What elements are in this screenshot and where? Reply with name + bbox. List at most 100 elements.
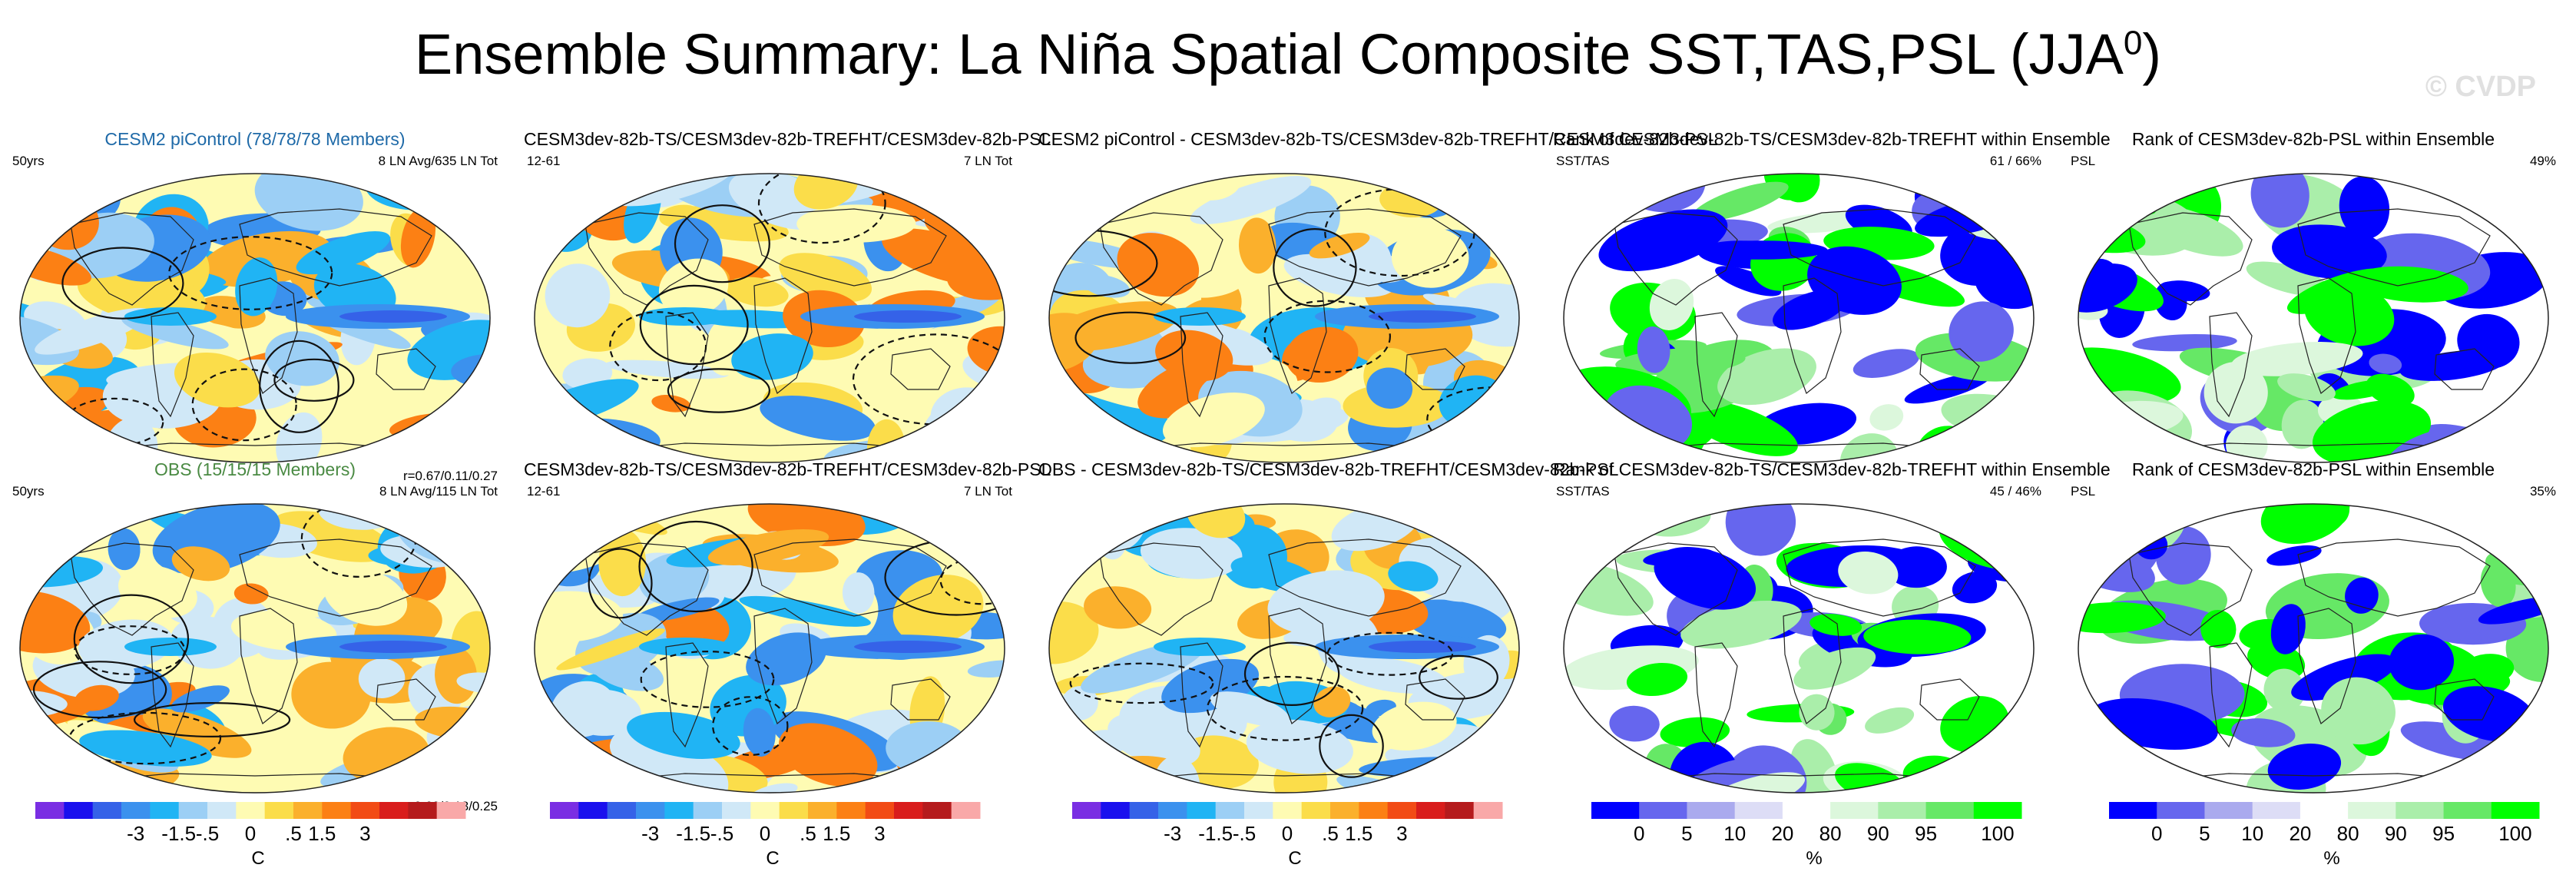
colorbar-swatch [1639,802,1687,819]
colorbar-tick-label: 95 [2432,822,2455,845]
colorbar-tick-label: .5 [1322,822,1339,845]
colorbar-swatch [578,802,608,819]
colorbar-swatch [2204,802,2253,819]
map-panel-3: CESM2 piControl - CESM3dev-82b-TS/CESM3d… [1038,128,1718,489]
colorbar-swatch [121,802,151,819]
colorbar-tick-label: 80 [1819,822,1842,845]
colorbar-swatch [1187,802,1217,819]
map-panel-1: CESM2 piControl (78/78/78 Members) 50yrs 8… [9,128,501,489]
map-5 [2078,173,2549,463]
colorbar-1: -3 -1.5 -.5 0 .5 1.5 3 C [35,802,481,886]
colorbar-tick-label: 3 [1396,822,1407,845]
map-7 [534,503,1005,794]
colorbar-swatch [1244,802,1273,819]
colorbar-tick-label: -1.5 [1198,822,1233,845]
colorbar-3: -3 -1.5 -.5 0 .5 1.5 3 C [1072,802,1518,886]
panel-left-label: PSL [2071,484,2096,499]
panel-title: CESM2 piControl - CESM3dev-82b-TS/CESM3d… [1038,129,1718,149]
colorbar-tick-label: 10 [1723,822,1746,845]
panel-right-label: 7 LN Tot [963,154,1012,168]
colorbar-swatch [2109,802,2157,819]
colorbar-tick-label: 80 [2337,822,2359,845]
colorbar-tick-label: 95 [1915,822,1937,845]
panel-title: CESM3dev-82b-TS/CESM3dev-82b-TREFHT/CESM… [524,459,1051,479]
colorbar-swatch [1387,802,1417,819]
colorbar-tick-label: .5 [285,822,302,845]
panel-title: CESM2 piControl (78/78/78 Members) [104,129,406,149]
colorbar-tick-label: -1.5 [676,822,710,845]
panel-left-label: 12-61 [527,484,561,499]
colorbar-swatch [2443,802,2492,819]
colorbar-tick-label: 3 [359,822,370,845]
colorbar-tick-label: 5 [1681,822,1692,845]
colorbar-swatch [236,802,266,819]
colorbar-tick-label: 0 [245,822,256,845]
panel-title: Rank of CESM3dev-82b-TS/CESM3dev-82b-TRE… [1553,129,2111,149]
map-1 [19,173,491,463]
colorbar-tick-label: 0 [1282,822,1293,845]
colorbar-swatch [836,802,866,819]
map-panel-4: Rank of CESM3dev-82b-TS/CESM3dev-82b-TRE… [1553,128,2111,489]
panel-right-label: 61 / 66% [1989,154,2041,168]
map-2 [534,173,1005,463]
panel-right-label: 8 LN Avg/635 LN Tot [378,154,498,168]
colorbar-swatch [1734,802,1783,819]
colorbar-tick-label: -3 [127,822,144,845]
colorbar-swatch [664,802,694,819]
colorbar-swatch [2348,802,2396,819]
colorbar-swatch [2300,802,2349,819]
colorbar-tick-label: 20 [1771,822,1793,845]
colorbar-swatch [92,802,122,819]
colorbar-swatch [693,802,723,819]
colorbar-unit: C [251,848,265,869]
panel-title: CESM3dev-82b-TS/CESM3dev-82b-TREFHT/CESM… [524,129,1051,149]
map-panel-5: Rank of CESM3dev-82b-PSL within Ensemble… [2068,128,2559,489]
panel-left-label: PSL [2071,154,2096,168]
panel-left-label: SST/TAS [1556,484,1610,499]
panel-left-label: 50yrs [12,484,45,499]
map-panel-2: CESM3dev-82b-TS/CESM3dev-82b-TREFHT/CESM… [524,128,1051,489]
colorbar-swatch [894,802,923,819]
colorbar-tick-label: -3 [641,822,659,845]
panel-right-label: 45 / 46% [1989,484,2041,499]
colorbar-swatch [607,802,637,819]
colorbar-swatch [779,802,809,819]
colorbar-swatch [350,802,380,819]
colorbar-tick-label: 0 [2151,822,2162,845]
panel-right-label: 7 LN Tot [963,484,1012,499]
panel-left-label: 12-61 [527,154,561,168]
map-panel-6: OBS (15/15/15 Members) 50yrs 8 LN Avg/115 … [9,458,501,819]
colorbar-tick-label: 1.5 [823,822,850,845]
panel-title: OBS (15/15/15 Members) [154,459,356,479]
colorbar-tick-label: 0 [760,822,770,845]
colorbar-swatch [1973,802,2022,819]
panel-title: Rank of CESM3dev-82b-TS/CESM3dev-82b-TRE… [1553,459,2111,479]
colorbar-swatch [150,802,180,819]
colorbar-tick-label: -.5 [196,822,219,845]
colorbar-5: 0 5 10 20 80 90 95 100% [2109,802,2554,886]
colorbar-unit: % [1806,848,1823,869]
colorbar-swatch [750,802,780,819]
map-4 [1563,173,2035,463]
colorbar-tick-label: 10 [2241,822,2263,845]
map-3 [1048,173,1520,463]
map-10 [2078,503,2549,794]
panel-title: Rank of CESM3dev-82b-PSL within Ensemble [2131,129,2495,149]
colorbar-unit: C [766,848,780,869]
map-panel-8: OBS - CESM3dev-82b-TS/CESM3dev-82b-TREFH… [1038,458,1618,819]
colorbar-tick-label: -1.5 [161,822,196,845]
panel-right-label: 8 LN Avg/115 LN Tot [379,484,498,499]
colorbar-swatch [636,802,665,819]
colorbar-swatch [264,802,294,819]
colorbar-tick-label: 5 [2199,822,2210,845]
colorbar-swatch [1878,802,1927,819]
colorbar-4: 0 5 10 20 80 90 95 100% [1591,802,2037,886]
colorbar-tick-label: 90 [1867,822,1889,845]
colorbar-swatch [951,802,981,819]
map-panel-9: Rank of CESM3dev-82b-TS/CESM3dev-82b-TRE… [1553,458,2111,819]
colorbar-tick-label: 1.5 [1345,822,1372,845]
colorbar-swatch [1591,802,1640,819]
colorbar-tick-label: -.5 [710,822,733,845]
colorbar-swatch [379,802,409,819]
map-8 [1048,503,1520,794]
